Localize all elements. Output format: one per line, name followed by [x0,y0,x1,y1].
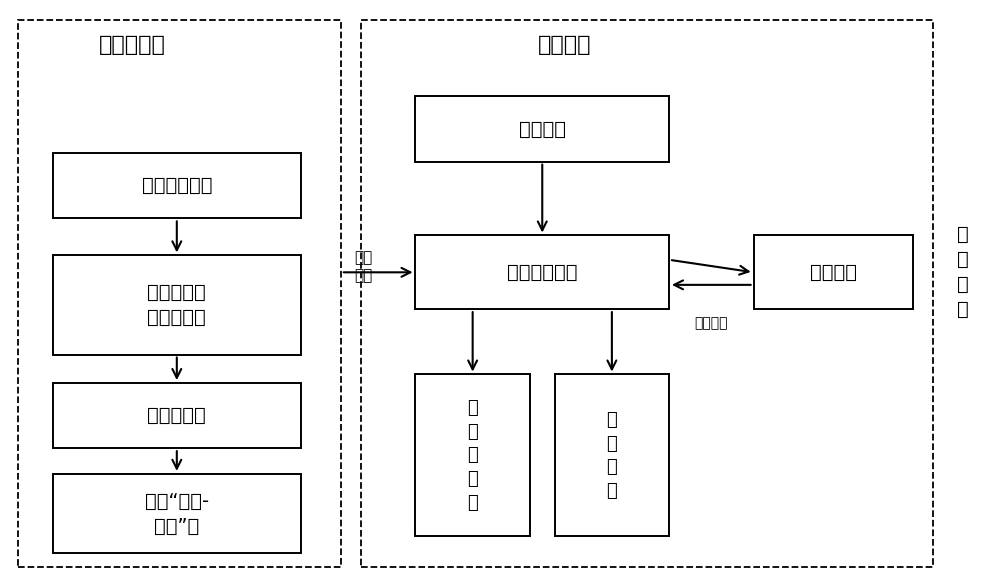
Text: 模
型
训
练: 模 型 训 练 [957,225,968,319]
Bar [415,96,669,162]
Bar [415,374,530,536]
Text: 数据集采集: 数据集采集 [99,36,165,56]
Bar [754,236,913,309]
Bar [415,236,669,309]
Text: 训练
样本: 训练 样本 [355,250,373,284]
Text: 模型预测: 模型预测 [538,36,591,56]
Bar [53,153,301,218]
Text: 抓取检测模型: 抓取检测模型 [507,263,578,282]
Text: 形成“图像-
标注”对: 形成“图像- 标注”对 [145,492,209,536]
Text: 参数优化: 参数优化 [694,316,727,331]
Bar [53,256,301,355]
Text: 调整光照强
度，并拍摄: 调整光照强 度，并拍摄 [147,283,206,327]
Text: 增
强
图
像: 增 强 图 像 [607,411,617,500]
Bar [361,20,933,567]
Text: 改变拍摄场景: 改变拍摄场景 [142,176,212,195]
Text: 模型损失: 模型损失 [810,263,857,282]
Bar [53,474,301,553]
Text: 抓
取
框
参
数: 抓 取 框 参 数 [467,399,478,512]
Text: 抓取框标注: 抓取框标注 [147,406,206,425]
Text: 弱光图像: 弱光图像 [519,120,566,139]
Bar [555,374,669,536]
Bar [53,383,301,448]
Bar [18,20,341,567]
